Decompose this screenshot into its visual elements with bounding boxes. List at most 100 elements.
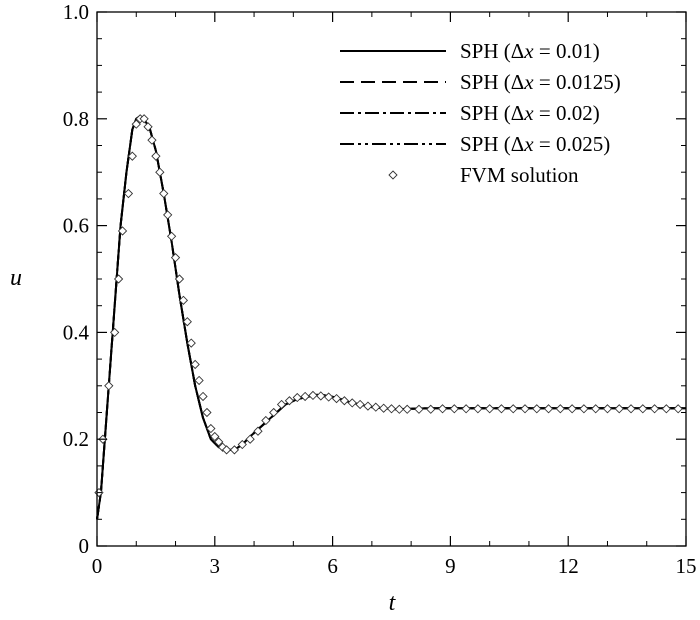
legend-label-part: FVM solution <box>460 163 579 187</box>
fvm-marker <box>194 375 204 386</box>
fvm-marker <box>237 439 247 450</box>
fvm-marker <box>174 274 185 284</box>
fvm-marker <box>496 404 507 414</box>
fvm-marker <box>508 404 518 414</box>
fvm-marker <box>300 391 310 402</box>
y-axis-label: u <box>10 265 22 291</box>
fvm-marker <box>532 404 542 414</box>
fvm-marker <box>614 404 624 414</box>
fvm-marker <box>591 404 601 414</box>
fvm-marker <box>143 122 153 132</box>
legend-label: SPH (Δx = 0.025) <box>460 132 610 156</box>
fvm-marker <box>261 415 271 426</box>
fvm-marker <box>363 401 373 411</box>
fvm-marker <box>139 114 149 124</box>
fvm-marker <box>379 403 389 413</box>
fvm-marker <box>253 426 263 436</box>
fvm-marker <box>602 404 613 414</box>
legend-label-part: SPH (Δ <box>460 101 524 125</box>
fvm-marker <box>284 396 295 406</box>
x-tick-label: 6 <box>327 554 338 578</box>
fvm-marker <box>202 407 212 418</box>
fvm-marker <box>182 317 192 327</box>
fvm-marker <box>339 396 350 406</box>
legend-label-part: SPH (Δ <box>460 132 524 156</box>
fvm-marker <box>166 231 177 241</box>
y-tick-label: 0 <box>79 534 90 558</box>
fvm-marker <box>198 391 208 402</box>
fvm-marker <box>394 404 404 414</box>
fvm-marker <box>355 399 365 410</box>
y-tick-label: 0.4 <box>63 320 90 344</box>
fvm-marker <box>437 404 448 414</box>
fvm-marker <box>159 188 169 199</box>
fvm-marker <box>190 359 200 370</box>
fvm-marker <box>426 404 436 414</box>
fvm-marker <box>151 151 161 161</box>
x-tick-label: 12 <box>558 554 579 578</box>
legend-label-part: x <box>523 39 534 63</box>
y-tick-label: 0.2 <box>63 427 89 451</box>
fvm-marker <box>638 404 648 414</box>
axes: 0 3 6 9 12 15 0 0.2 0.4 0.6 0.8 1.0 <box>63 0 697 578</box>
fvm-marker <box>214 437 224 447</box>
x-axis-label: t <box>389 590 397 616</box>
legend-label: SPH (Δx = 0.0125) <box>460 70 621 94</box>
x-tick-label: 3 <box>210 554 221 578</box>
fvm-marker <box>579 404 589 414</box>
fvm-marker <box>485 404 495 414</box>
y-tick-label: 1.0 <box>63 0 89 24</box>
fvm-marker <box>461 404 471 414</box>
fvm-marker <box>163 210 173 220</box>
fvm-marker <box>316 391 326 401</box>
fvm-marker <box>649 404 660 414</box>
fvm-marker <box>245 434 255 444</box>
fvm-marker <box>186 338 196 348</box>
fvm-marker <box>147 135 157 145</box>
legend-marker <box>388 170 398 180</box>
fvm-marker <box>123 188 134 199</box>
y-tick-label: 0.6 <box>63 214 89 238</box>
fvm-marker <box>567 404 577 414</box>
fvm-marker <box>292 392 302 403</box>
legend: SPH (Δx = 0.01)SPH (Δx = 0.0125)SPH (Δx … <box>340 39 621 187</box>
fvm-marker <box>347 398 357 408</box>
fvm-marker <box>104 381 114 391</box>
legend-label-part: x <box>523 101 534 125</box>
fvm-marker <box>210 431 220 442</box>
fvm-marker <box>269 407 279 418</box>
fvm-marker <box>131 119 141 129</box>
fvm-marker <box>555 404 565 414</box>
fvm-marker <box>117 226 128 236</box>
fvm-marker <box>127 151 137 161</box>
legend-label-part: = 0.02) <box>534 101 600 125</box>
x-tick-label: 9 <box>445 554 456 578</box>
fvm-marker <box>402 404 412 414</box>
fvm-marker <box>414 404 424 414</box>
legend-label-part: SPH (Δ <box>460 39 524 63</box>
fvm-marker <box>276 399 287 410</box>
x-tick-label: 0 <box>92 554 103 578</box>
plot-area <box>94 114 686 520</box>
fvm-marker <box>206 423 216 434</box>
fvm-marker <box>473 404 483 414</box>
fvm-marker <box>661 404 672 414</box>
fvm-marker <box>673 404 683 414</box>
legend-label: SPH (Δx = 0.02) <box>460 101 600 125</box>
fvm-marker <box>626 404 636 414</box>
legend-label-part: x <box>523 132 534 156</box>
x-tick-label: 15 <box>676 554 697 578</box>
fvm-marker <box>386 404 397 414</box>
fvm-marker <box>110 327 120 338</box>
y-tick-label: 0.8 <box>63 107 89 131</box>
fvm-marker <box>371 402 381 412</box>
fvm-marker <box>520 404 530 414</box>
legend-label-part: SPH (Δ <box>460 70 524 94</box>
legend-label-part: = 0.01) <box>534 39 600 63</box>
legend-label-part: x <box>523 70 534 94</box>
legend-label-part: = 0.0125) <box>534 70 621 94</box>
fvm-marker <box>170 253 181 263</box>
fvm-marker <box>221 445 232 455</box>
fvm-marker <box>229 445 240 455</box>
